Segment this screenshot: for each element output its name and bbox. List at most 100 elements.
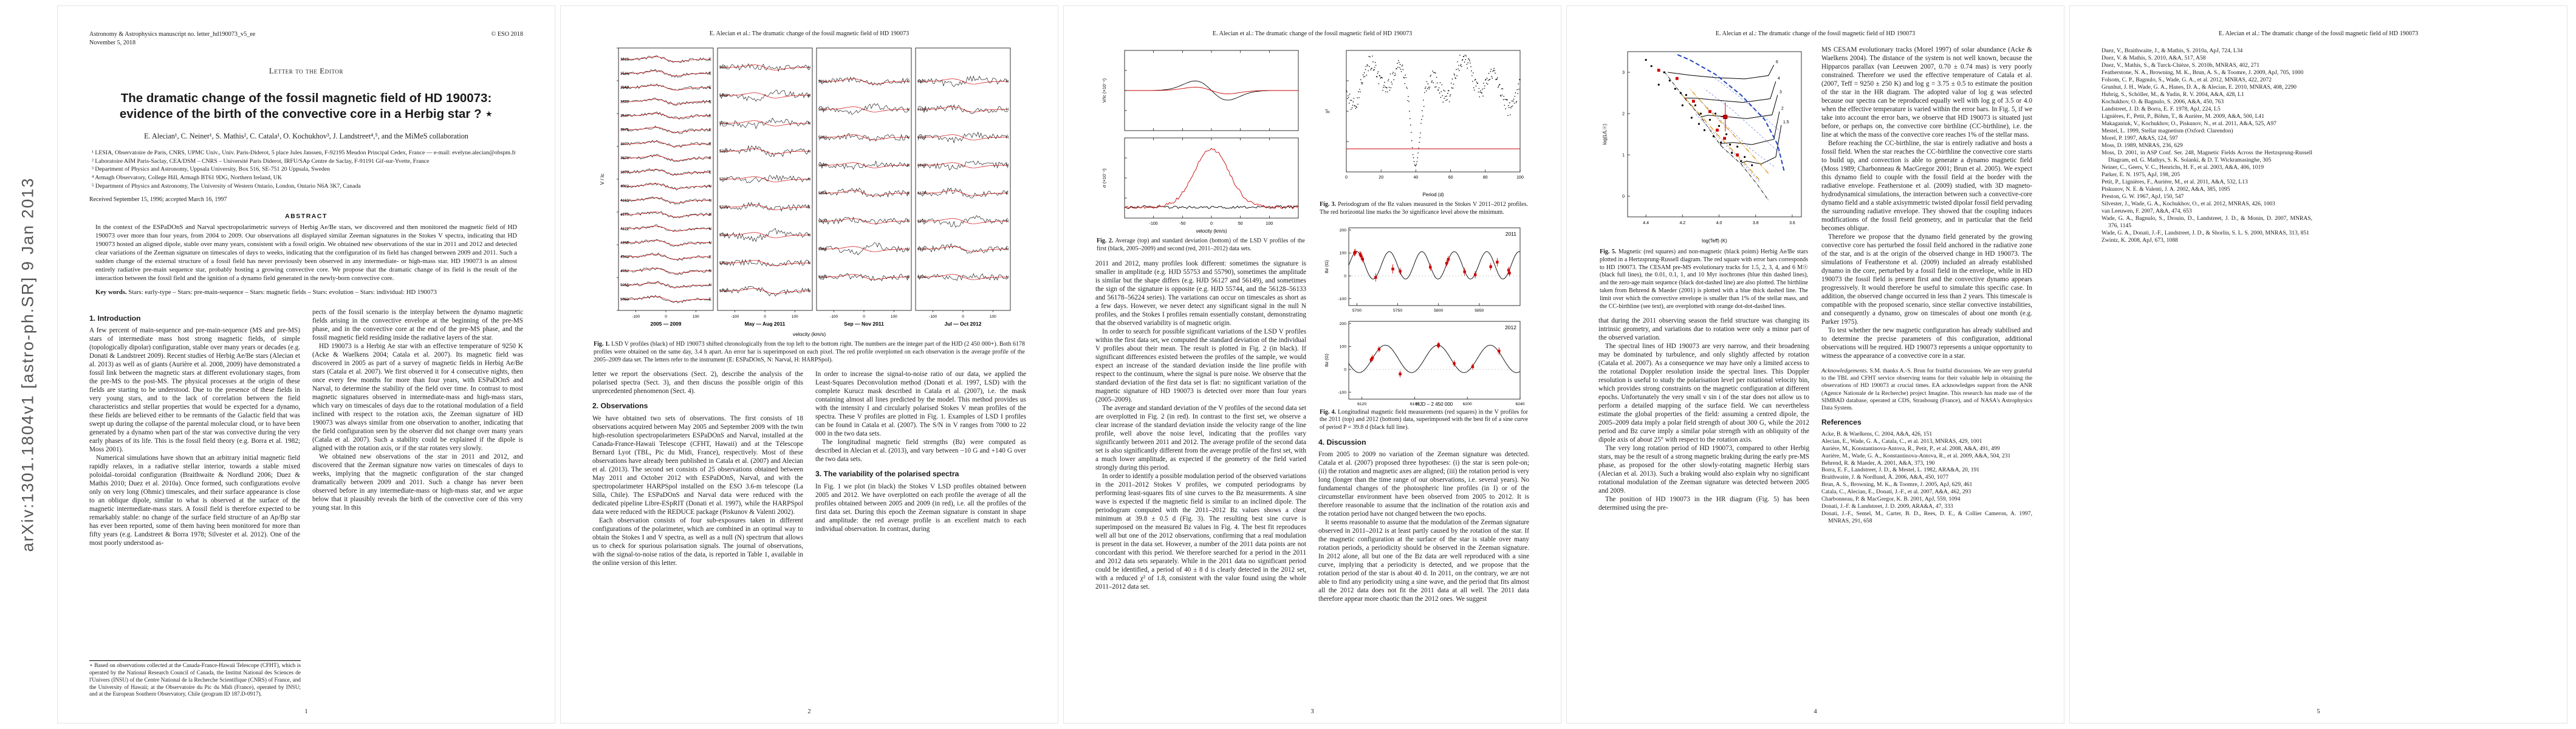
svg-text:5083: 5083 — [620, 297, 629, 301]
svg-text:5812: 5812 — [818, 108, 827, 112]
svg-text:-100: -100 — [830, 315, 838, 319]
reference-entry: Silvester, J., Wade, G. A., Kochukhov, O… — [2102, 200, 2275, 207]
page5-left-column: Duez, V., Braithwaite, J., & Mathis, S. … — [2102, 46, 2312, 244]
body-paragraph: We obtained new observations of the star… — [312, 453, 523, 512]
svg-text:2011: 2011 — [1505, 231, 1516, 237]
eso-copyright: © ESO 2018 — [491, 31, 523, 38]
received-accepted-dates: Received September 15, 1996; accepted Ma… — [89, 196, 227, 204]
reference-entry: Brun, A. S., Browning, M. K., & Toomre, … — [1821, 481, 1973, 488]
section-3-heading: 3. The variability of the polarised spec… — [815, 470, 959, 479]
svg-text:3: 3 — [1780, 90, 1782, 94]
keywords: Key words. Stars: early-type – Stars: pr… — [95, 289, 517, 297]
svg-text:E: E — [808, 205, 810, 210]
svg-text:4.2: 4.2 — [1679, 221, 1685, 225]
reference-entry: Moss, D. 2001, in ASP Conf. Ser. 248, Ma… — [2102, 149, 2312, 163]
svg-text:May — Aug 2011: May — Aug 2011 — [745, 321, 786, 327]
references-heading: References — [1821, 418, 1862, 427]
body-paragraph: MS CESAM evolutionary tracks (Morel 1997… — [1821, 46, 2032, 139]
figure-2-label: Fig. 2. — [1097, 238, 1114, 244]
svg-text:5790: 5790 — [719, 289, 728, 293]
svg-text:50: 50 — [1238, 222, 1242, 226]
svg-text:3546: 3546 — [620, 100, 629, 104]
svg-text:N: N — [1005, 275, 1009, 279]
svg-text:E: E — [709, 255, 711, 259]
section-4-heading: 4. Discussion — [1318, 437, 1366, 447]
svg-text:6160: 6160 — [1410, 402, 1419, 406]
body-paragraph: letter we report the observations (Sect.… — [592, 371, 803, 395]
author-list: E. Alecian¹, C. Neiner¹, S. Mathis², C. … — [144, 131, 468, 140]
page4-right-column: MS CESAM evolutionary tracks (Morel 1997… — [1821, 46, 2032, 525]
svg-text:velocity (km/s): velocity (km/s) — [793, 331, 826, 337]
svg-text:6: 6 — [1776, 60, 1778, 64]
svg-text:2012: 2012 — [1505, 324, 1516, 330]
svg-text:σ (×10⁻⁴): σ (×10⁻⁴) — [1101, 168, 1107, 188]
svg-text:-100: -100 — [632, 315, 640, 319]
figure-2-average-stddev-plot: -100 -50 0 50 100 V/Ic (×10⁻⁴) σ (×10⁻⁴) veloci… — [1101, 50, 1298, 234]
body-paragraph: In order to increase the signal-to-noise… — [815, 371, 1026, 438]
svg-text:5704: 5704 — [719, 122, 728, 126]
affiliations: ¹ LESIA, Observatoire de Paris, CNRS, UP… — [92, 149, 521, 191]
figure-5-caption-text: Magnetic (red squares) and non-magnetic … — [1600, 248, 1808, 310]
page2-right-column: In order to increase the signal-to-noise… — [815, 370, 1026, 567]
reference-entry: Catala, C., Alecian, E., Donati, J.-F., … — [1821, 488, 1971, 496]
keywords-text: Stars: early-type – Stars: pre-main-sequ… — [128, 288, 437, 296]
svg-text:E: E — [709, 128, 711, 132]
body-paragraph: Each observation consists of four sub-ex… — [592, 516, 803, 567]
svg-text:E: E — [709, 142, 711, 146]
figure-5-caption: Fig. 5. Magnetic (red squares) and non-m… — [1600, 248, 1808, 310]
figure-3-periodogram-plot: 0 20 40 60 80 100 Period (d) χ² — [1324, 50, 1523, 197]
reference-entry: Charbonneau, P. & MacGregor, K. B. 2001,… — [1821, 496, 1961, 503]
intro-paragraphs-left: A few percent of main-sequence and pre-m… — [89, 326, 300, 547]
svg-text:80: 80 — [1482, 176, 1487, 180]
svg-text:5810: 5810 — [818, 80, 827, 84]
svg-text:N: N — [807, 261, 810, 265]
svg-text:2: 2 — [1622, 112, 1625, 117]
reference-entry: Duez, V., Mathis, S., & Turck-Chièze, S.… — [2102, 61, 2260, 69]
svg-text:N: N — [906, 80, 909, 84]
reference-entry: Alecian, E., Wade, G. A., Catala, C., et… — [1821, 437, 1982, 445]
page1-right-column: pects of the fossil scenario is the inte… — [312, 308, 523, 547]
svg-text:3545: 3545 — [620, 86, 629, 90]
svg-text:5850: 5850 — [1475, 309, 1484, 313]
svg-text:6120: 6120 — [1357, 402, 1366, 406]
intro-continuation: letter we report the observations (Sect.… — [592, 370, 803, 395]
svg-text:N: N — [807, 94, 810, 98]
running-head: E. Alecian et al.: The dramatic change o… — [2218, 30, 2419, 37]
body-paragraph: HD 190073 is a Herbig Ae star with an ef… — [312, 342, 523, 452]
svg-text:N: N — [906, 247, 909, 252]
svg-text:N: N — [708, 241, 711, 245]
reference-entry: Zwintz, K. 2008, ApJ, 673, 1088 — [2102, 236, 2178, 244]
svg-text:3877: 3877 — [620, 142, 629, 146]
svg-text:4171: 4171 — [620, 227, 629, 231]
page-number: 1 — [304, 708, 308, 715]
svg-text:Bz (G): Bz (G) — [1324, 353, 1329, 366]
reference-entry: Lignières, F., Petit, P., Böhm, T., & Au… — [2102, 112, 2265, 120]
reference-entry: Landstreet, J. D. & Borra, E. F. 1978, A… — [2102, 105, 2221, 112]
reference-entry: Wade, G. A., Donati, J.-F., Landstreet, … — [2102, 229, 2309, 236]
svg-text:N: N — [708, 213, 711, 217]
svg-text:N: N — [906, 219, 909, 224]
running-head: E. Alecian et al.: The dramatic change o… — [1212, 30, 1413, 37]
page4-left-column: 6 4 3 2 1.5 4.4 4.2 4.0 3.8 3.6 0 1 2 3 log(Teff) (K) l… — [1598, 46, 1809, 525]
svg-text:0: 0 — [1345, 176, 1348, 180]
svg-text:100: 100 — [1339, 344, 1346, 349]
affiliation: ¹ LESIA, Observatoire de Paris, CNRS, UP… — [92, 149, 516, 156]
svg-text:log(L/L☉): log(L/L☉) — [1602, 124, 1608, 145]
svg-text:Bz (G): Bz (G) — [1324, 259, 1329, 273]
figure-1-label: Fig. 1. — [594, 341, 610, 347]
svg-text:6178: 6178 — [917, 191, 927, 196]
svg-text:N: N — [807, 177, 810, 182]
variability-paragraphs: In Fig. 1 we plot (in black) the Stokes … — [815, 482, 1026, 533]
body-paragraph: A few percent of main-sequence and pre-m… — [89, 326, 300, 453]
reference-entry: Hubrig, S., Schöller, M., & Yudin, R. V.… — [2102, 91, 2244, 98]
svg-text:H: H — [1005, 135, 1009, 140]
svg-text:4342: 4342 — [620, 255, 629, 259]
svg-text:Jul — Oct 2012: Jul — Oct 2012 — [945, 321, 982, 327]
reference-list: Duez, V., Braithwaite, J., & Mathis, S. … — [2102, 47, 2312, 244]
svg-text:4169: 4169 — [620, 199, 629, 203]
svg-text:5697: 5697 — [719, 66, 728, 70]
svg-text:-100: -100 — [1338, 391, 1346, 395]
body-paragraph: 2011 and 2012, many profiles look differ… — [1095, 259, 1306, 327]
discussion-paragraphs-right: MS CESAM evolutionary tracks (Morel 1997… — [1821, 46, 2032, 360]
svg-text:3878: 3878 — [620, 156, 629, 160]
